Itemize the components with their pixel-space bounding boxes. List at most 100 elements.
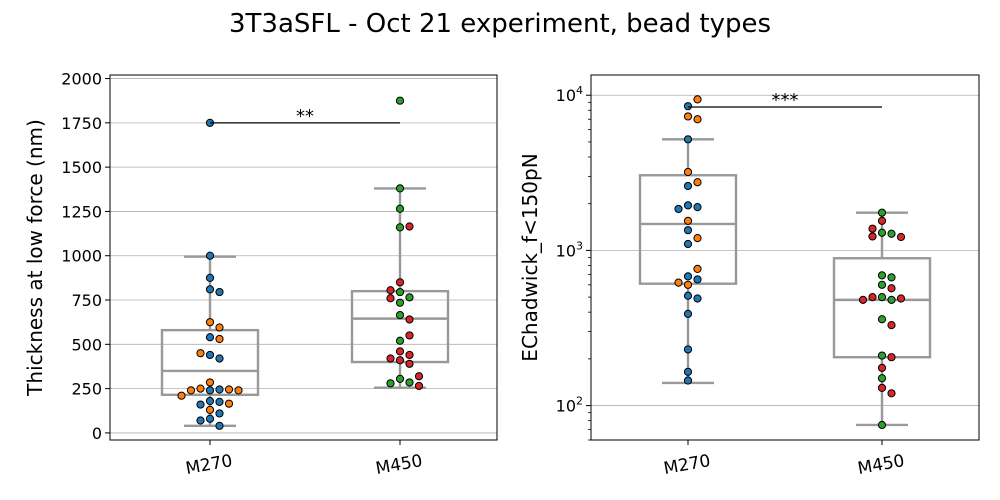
data-point [887,295,896,304]
data-point [683,102,693,111]
data-point [196,384,205,393]
data-point [224,385,234,394]
data-point [877,374,887,383]
data-point [405,378,414,387]
data-point [386,286,395,295]
y-tick-label: 2000 [61,70,102,89]
data-point [896,232,906,242]
data-point [386,379,395,388]
data-point [858,295,868,304]
data-point [868,224,877,233]
y-tick-label: 104 [556,84,583,105]
data-point [395,287,405,297]
data-point [693,178,702,187]
data-point [877,293,887,302]
data-point [877,420,887,430]
data-point [887,273,896,282]
y-tick-label: 103 [556,239,583,260]
data-point [205,273,215,282]
axes-frame [590,74,980,441]
chart-1: 0 250 500 750 1000 1250 1500 1750 2000 ** M270 M450… [23,70,498,479]
y-tick-label: 1750 [61,114,102,133]
data-point [683,135,693,144]
y-tick-label: 1000 [61,247,102,266]
x-tick-label: M450 [856,451,906,479]
data-point [683,239,693,249]
data-point [877,351,887,360]
data-point [693,203,702,212]
data-point [234,386,243,395]
data-point [683,167,693,177]
data-point [205,378,215,387]
swarm-points [674,95,906,430]
data-point [386,354,395,363]
y-axis-label: Thickness at low force (nm) [23,119,47,397]
data-point [215,323,224,332]
data-point [196,349,205,358]
data-point [405,350,414,360]
data-point [877,383,887,392]
data-point [196,416,205,425]
data-point [205,405,215,414]
iqr-box [160,328,260,397]
data-point [683,181,693,191]
chart-2: 102 103 104 *** M270 M450 EChadwick_f<150pN [518,74,980,479]
data-point [405,222,414,231]
data-point [414,381,424,391]
y-tick-label: 1500 [61,158,102,177]
data-point [877,228,887,237]
data-point [395,356,405,365]
data-point [386,294,395,303]
data-point [395,336,405,345]
data-point [177,391,186,400]
data-point [683,272,693,281]
data-point [877,208,887,217]
data-point [887,389,896,398]
y-tick-label: 250 [71,380,102,399]
data-point [395,278,405,287]
data-point [887,284,896,293]
y-tick-exponent: 2 [576,395,583,408]
y-tick-exponent: 3 [576,239,583,252]
data-point [186,386,196,395]
data-point [693,294,702,303]
data-point [395,204,405,213]
y-tick-label: 0 [92,424,102,443]
data-point [683,376,693,385]
data-point [683,216,693,225]
x-tick-label: M270 [184,451,234,479]
data-point [683,226,693,235]
data-point [674,204,683,214]
significance-label: ** [296,106,314,127]
data-point [215,397,224,407]
data-point [405,359,414,368]
data-point [215,385,224,394]
data-point [877,271,887,280]
y-axis-label: EChadwick_f<150pN [518,153,542,361]
data-point [868,293,877,302]
y-tick-label: 750 [71,291,102,310]
y-tick-exponent: 4 [576,84,583,97]
swarm-points [177,96,424,430]
data-point [877,315,887,324]
data-point [205,251,215,260]
data-point [887,353,896,362]
figure-title: 3T3aSFL - Oct 21 experiment, bead types [229,9,771,39]
data-point [205,350,215,360]
data-point [887,321,896,330]
y-tick-label: 102 [556,395,583,416]
data-point [215,354,224,363]
data-point [205,318,215,327]
data-point [693,264,702,273]
data-point [683,345,693,354]
data-point [215,421,224,430]
data-point [405,293,414,302]
x-tick-label: M450 [374,451,424,479]
data-point [877,363,887,372]
y-tick-label: 500 [71,335,102,354]
significance-label: *** [772,90,799,111]
y-tick-label: 1250 [61,202,102,221]
x-tick-label: M270 [662,451,712,479]
data-point [683,309,693,318]
